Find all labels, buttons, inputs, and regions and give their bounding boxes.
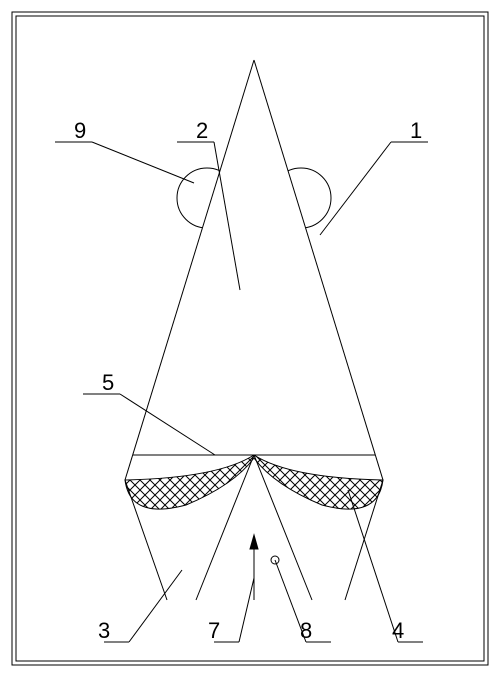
- label-2-text: 2: [196, 118, 208, 143]
- label-1: 1: [320, 118, 428, 235]
- label-3-leader: [129, 570, 182, 642]
- label-1-leader: [320, 142, 391, 235]
- label-9-leader: [92, 142, 194, 183]
- label-4: 4: [348, 490, 423, 643]
- cone-fill-mask: [125, 60, 383, 480]
- label-1-text: 1: [410, 118, 422, 143]
- label-3-text: 3: [98, 618, 110, 643]
- label-9-text: 9: [74, 118, 86, 143]
- label-7-leader: [239, 578, 254, 642]
- arrow-head: [250, 535, 258, 549]
- label-3: 3: [98, 570, 182, 643]
- label-7-text: 7: [208, 618, 220, 643]
- label-5-text: 5: [102, 370, 114, 395]
- label-8: 8: [275, 560, 331, 643]
- label-7: 7: [208, 578, 254, 643]
- label-9: 9: [55, 118, 194, 183]
